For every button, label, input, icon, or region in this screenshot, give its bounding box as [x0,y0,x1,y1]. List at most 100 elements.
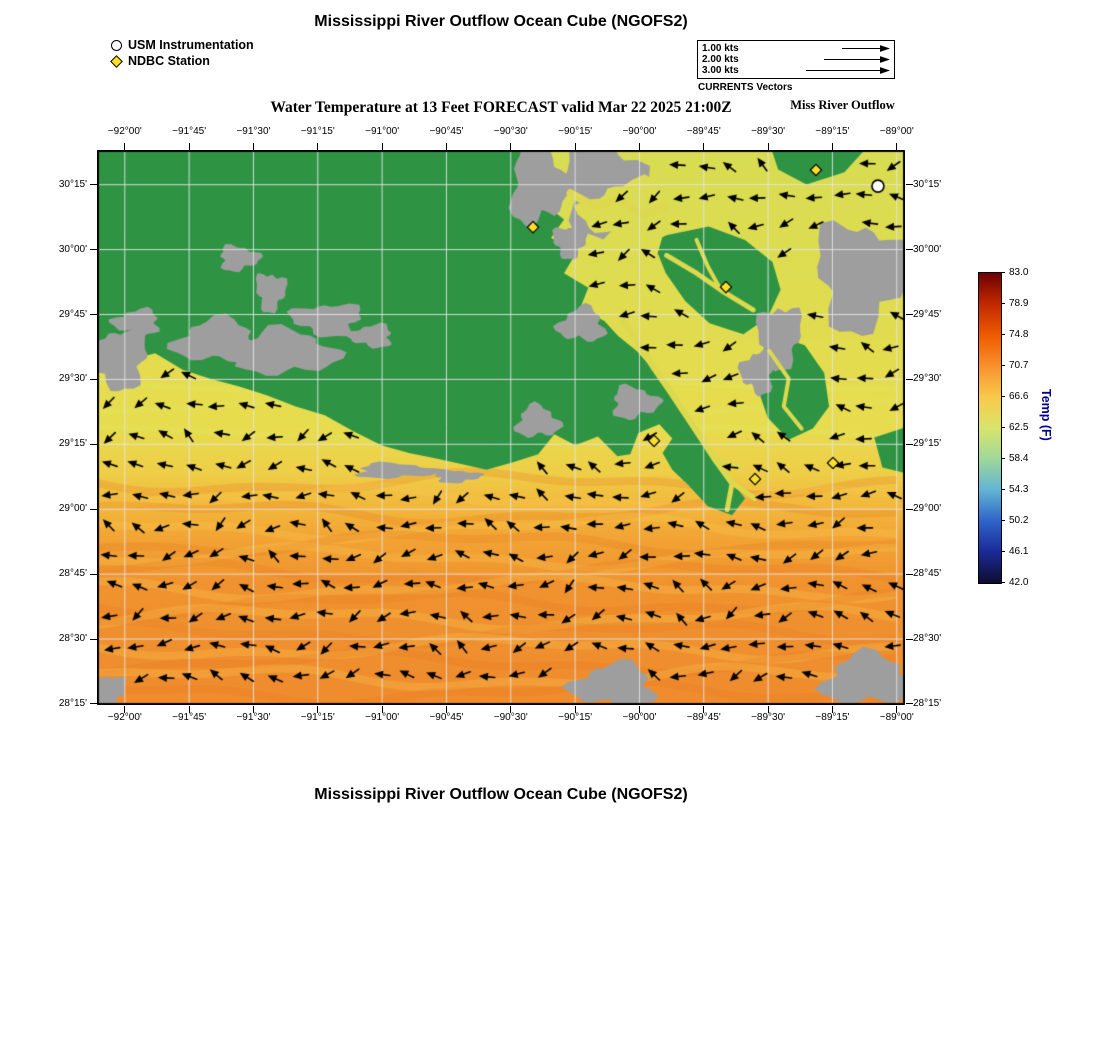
vector-key-arrow-icon [824,56,890,63]
y-axis-label-left: 29°30' [58,373,87,385]
y-axis-label-right: 29°45' [913,308,942,320]
ndbc-legend-row: NDBC Station [110,53,254,69]
colorbar-tick-label: 74.8 [1009,329,1029,340]
x-tick-mark-bottom [124,706,126,713]
vector-key-rows: 1.00 kts 2.00 kts 3.00 kts [702,43,890,76]
x-tick-mark-bottom [445,706,447,713]
x-tick-mark-top [188,143,190,150]
y-axis-label-right: 28°15' [913,697,942,709]
y-axis-label-left: 29°00' [58,503,87,515]
colorbar-tick-mark [1001,426,1005,428]
x-axis-label-bottom: −90°00' [622,712,657,723]
x-axis-label-bottom: −91°30' [236,712,271,723]
y-axis-label-left: 28°45' [58,568,87,580]
x-axis-label-top: −90°15' [558,126,593,137]
y-axis-label-right: 28°30' [913,633,942,644]
x-tick-mark-bottom [638,706,640,713]
y-tick-mark-right [906,703,913,705]
x-axis-label-bottom: −90°45' [429,712,464,723]
y-axis-label-left: 29°15' [58,438,87,450]
x-tick-mark-bottom [317,706,319,713]
ndbc-diamond-icon [110,54,123,68]
y-tick-mark-right [906,573,913,575]
station-legend: USM Instrumentation NDBC Station [110,37,254,69]
colorbar-title: Temp (F) [1039,389,1053,441]
y-tick-mark-right [906,378,913,380]
colorbar-tick-label: 70.7 [1009,360,1029,371]
x-axis-label-bottom: −89°45' [686,712,721,723]
x-tick-mark-top [252,143,254,150]
y-axis-label-left: 30°00' [58,243,87,255]
y-tick-mark-left [90,703,97,705]
x-tick-mark-top [574,143,576,150]
colorbar-tick-mark [1001,488,1005,490]
vector-key-speed-label: 3.00 kts [702,65,739,76]
page-title: Mississippi River Outflow Ocean Cube (NG… [314,13,688,30]
y-tick-mark-left [90,638,97,640]
y-axis-label-left: 28°15' [58,697,87,709]
map-subtitle: Water Temperature at 13 Feet FORECAST va… [270,99,732,116]
y-tick-mark-left [90,573,97,575]
x-axis-label-top: −91°00' [365,126,400,137]
x-axis-label-top: −89°00' [879,126,914,137]
currents-vector-key: 1.00 kts 2.00 kts 3.00 kts [697,40,895,79]
colorbar-tick-label: 54.3 [1009,484,1029,495]
colorbar-tick-mark [1001,581,1005,583]
colorbar-tick-mark [1001,271,1005,273]
y-axis-label-right: 30°15' [913,178,942,190]
x-axis-label-bottom: −89°00' [879,712,914,723]
y-tick-mark-left [90,443,97,445]
x-axis-label-bottom: −91°00' [365,712,400,723]
vector-key-arrow-icon [806,67,890,74]
colorbar-tick-mark [1001,395,1005,397]
x-axis-label-bottom: −89°15' [815,712,850,723]
y-axis-label-left: 30°15' [58,178,87,190]
x-tick-mark-bottom [767,706,769,713]
x-tick-mark-top [510,143,512,150]
colorbar-tick-label: 46.1 [1009,546,1029,557]
colorbar-tick-label: 42.0 [1009,577,1029,588]
colorbar-tick-mark [1001,550,1005,552]
x-tick-mark-top [831,143,833,150]
x-axis-label-top: −90°00' [622,126,657,137]
x-axis-label-top: −90°45' [429,126,464,137]
colorbar-tick-mark [1001,364,1005,366]
vector-key-speed-label: 1.00 kts [702,43,739,54]
vector-key-row: 2.00 kts [702,54,890,65]
vector-key-caption: CURRENTS Vectors [698,82,793,93]
y-tick-mark-left [90,249,97,251]
colorbar-tick-label: 83.0 [1009,267,1029,278]
x-tick-mark-top [896,143,898,150]
x-tick-mark-top [445,143,447,150]
y-axis-label-right: 30°00' [913,243,942,255]
x-tick-mark-top [703,143,705,150]
y-tick-mark-right [906,508,913,510]
x-axis-label-bottom: −90°15' [558,712,593,723]
x-axis-label-bottom: −92°00' [107,712,142,723]
x-axis-label-bottom: −91°15' [300,712,335,723]
colorbar-tick-mark [1001,333,1005,335]
y-tick-mark-right [906,314,913,315]
usm-circle-icon [111,39,122,51]
y-tick-mark-right [906,443,913,445]
y-tick-mark-right [906,638,913,640]
x-axis-label-top: −92°00' [107,126,142,137]
vector-key-speed-label: 2.00 kts [702,54,739,65]
x-axis-label-top: −90°30' [493,126,528,137]
colorbar-tick-label: 66.6 [1009,391,1029,402]
colorbar-tick-mark [1001,457,1005,459]
x-tick-mark-top [317,143,319,150]
x-axis-label-top: −91°15' [300,126,335,137]
x-tick-mark-top [124,143,126,150]
x-tick-mark-bottom [703,706,705,713]
x-axis-label-top: −89°15' [815,126,850,137]
y-axis-label-right: 29°15' [913,438,942,450]
usm-legend-row: USM Instrumentation [111,37,254,53]
y-axis-label-left: 28°30' [58,633,87,644]
x-axis-label-bottom: −89°30' [751,712,786,723]
x-tick-mark-bottom [381,706,383,713]
y-tick-mark-right [906,184,913,186]
x-tick-mark-bottom [831,706,833,713]
x-axis-label-bottom: −91°45' [172,712,207,723]
